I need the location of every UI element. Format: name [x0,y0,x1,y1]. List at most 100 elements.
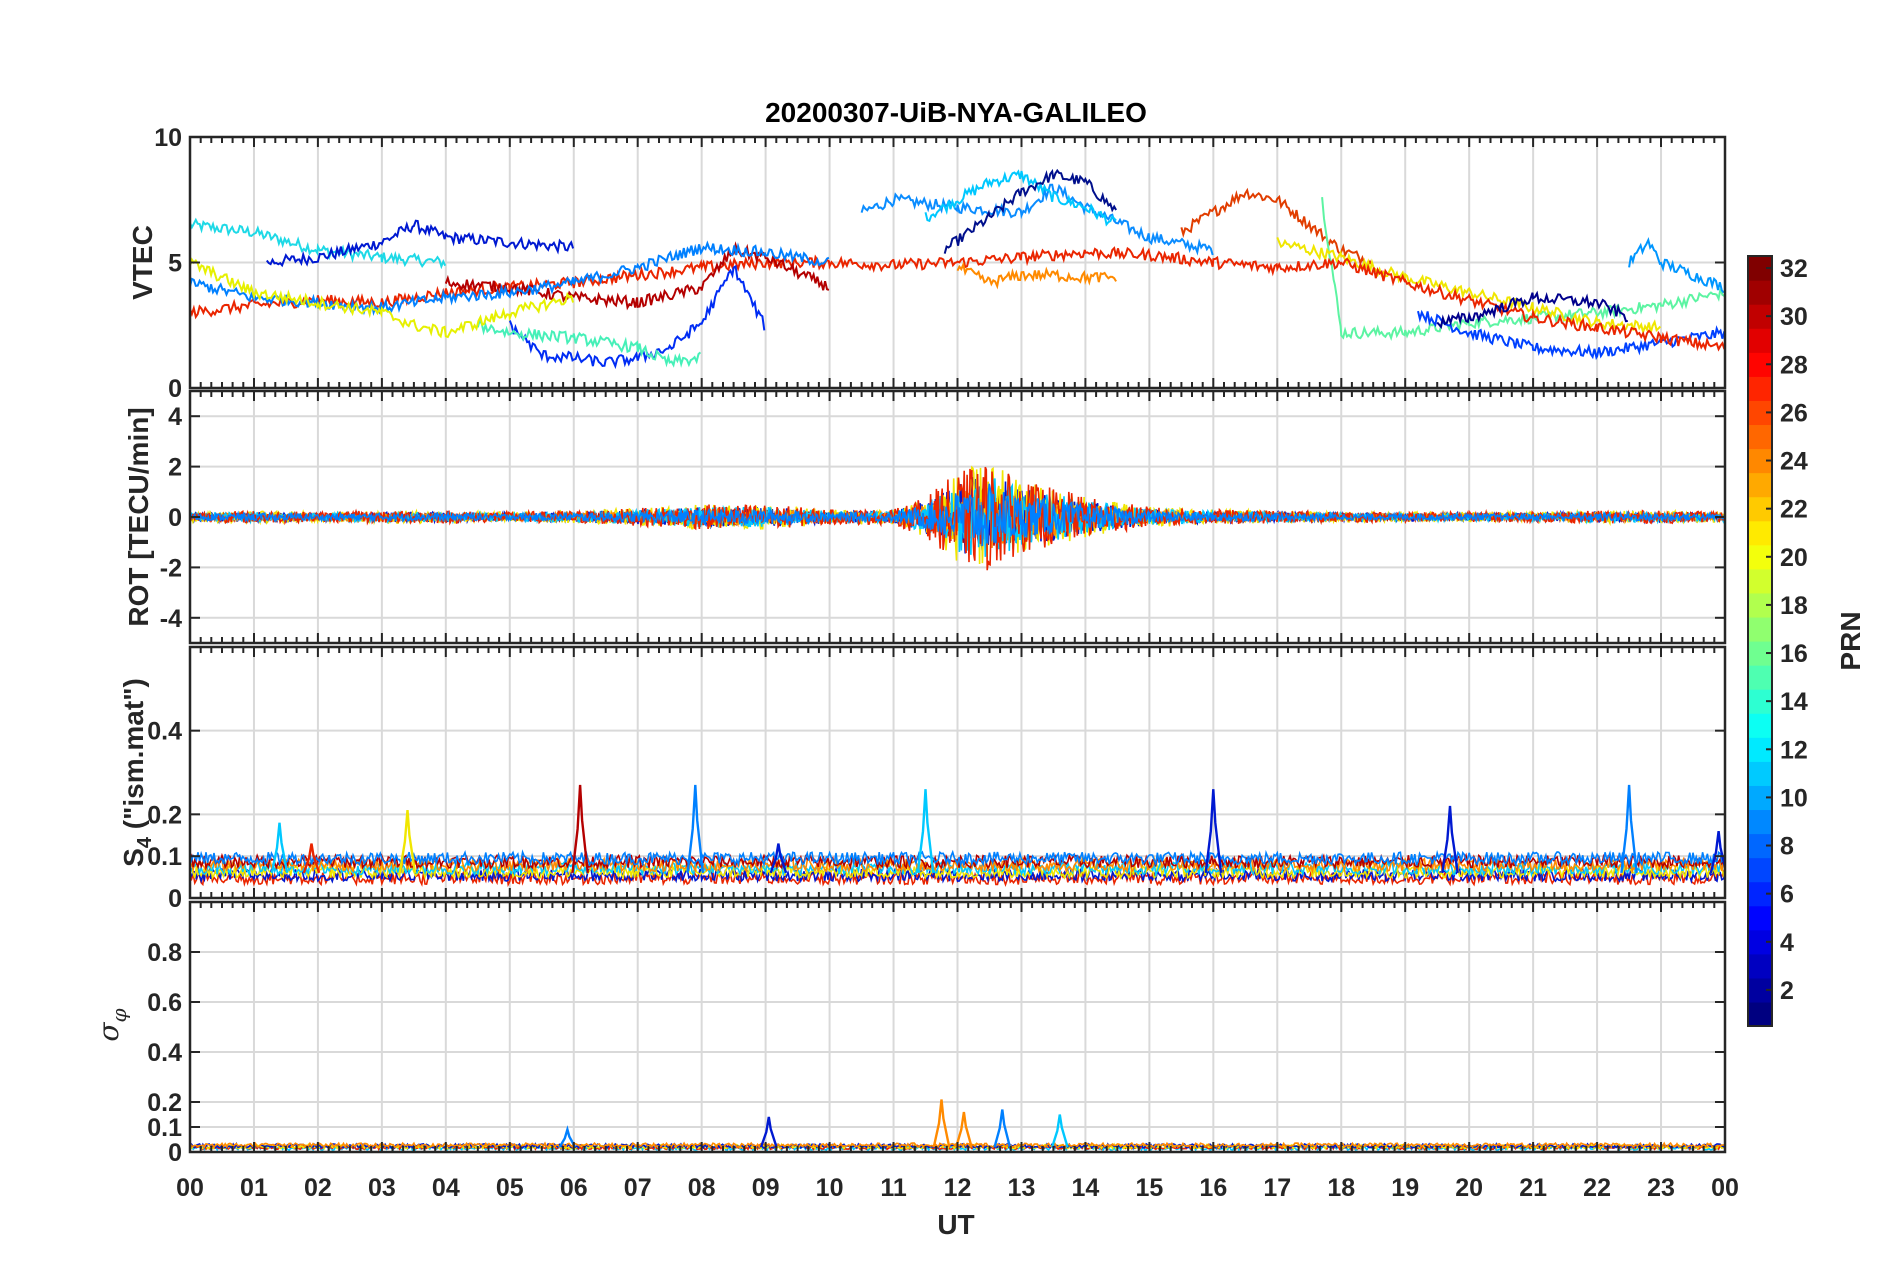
panel-vtec: 0 5 10 VTEC [127,124,1727,403]
x-tick-label: 11 [880,1174,907,1202]
colorbar-tick-label: 10 [1780,784,1808,812]
x-tick-label: 17 [1263,1174,1291,1202]
colorbar-segment [1748,713,1772,738]
colorbar-segment [1748,616,1772,642]
y-tick-label: 0.6 [147,989,182,1017]
x-minor-ticks [189,647,1726,898]
spike [270,822,289,874]
spike [558,1125,577,1148]
x-tick-label: 12 [944,1174,972,1202]
x-tick-label: 00 [176,1174,204,1202]
colorbar-tick-label: 18 [1780,592,1808,620]
colorbar-segment [1748,857,1772,883]
vtec-series-prn-1 [1436,290,1628,330]
colorbar-frame [1747,255,1773,1027]
x-tick-label: 13 [1008,1174,1036,1202]
colorbar-tick-label: 24 [1780,448,1808,476]
colorbar-tick-label: 12 [1780,736,1808,764]
vtec-series-prn-13 [190,217,447,270]
y-tick-label: 0.4 [147,718,182,746]
colorbar-tick-label: 16 [1780,640,1808,668]
colorbar-segment [1748,809,1772,835]
y-tick-label: 4 [168,403,182,431]
y-tick-label: 0 [168,885,182,913]
vtec-series-prn-2 [943,168,1117,254]
x-tick-label: 00 [1711,1174,1739,1202]
spike [1204,789,1223,874]
rot-series [190,483,1725,547]
colorbar-tick-label: 30 [1780,303,1808,331]
y-tick-label: 0 [168,1139,182,1167]
data-layer [190,168,1725,370]
x-minor-ticks [189,137,1726,388]
x-tick-label: 19 [1391,1174,1419,1202]
x-tick-label: 01 [240,1174,268,1202]
colorbar-segment [1748,376,1772,401]
x-tick-label: 23 [1647,1174,1675,1202]
y-tick-label: 0.8 [147,939,182,967]
colorbar-tick-label: 20 [1780,544,1808,572]
spike [302,843,321,874]
x-tick-label: 07 [624,1174,652,1202]
colorbar-segment [1748,1001,1772,1027]
vtec-series-prn-15 [476,318,702,368]
y-tick-label: 0.1 [147,843,182,871]
colorbar-segment [1748,665,1772,690]
vtec-series-prn-24 [956,261,1117,290]
colorbar-tick-label: 22 [1780,496,1808,524]
colorbar-tick-label: 26 [1780,399,1808,427]
y-axis-label: S4 ("ism.mat") [118,678,156,867]
spike [932,1099,951,1148]
vtec-series-prn-12 [924,169,1117,227]
colorbar-segment [1748,905,1772,931]
colorbar-tick-label: 2 [1780,977,1794,1005]
vtec-series-prn-3 [266,219,575,268]
colorbar-tick-label: 32 [1780,255,1808,283]
chart-title: 20200307-UiB-NYA-GALILEO [765,97,1147,128]
spike [759,1116,778,1148]
colorbar-tick-label: 6 [1780,881,1794,909]
y-axis-label: VTEC [127,225,158,300]
y-tick-label: 0 [168,504,182,532]
colorbar-segment [1748,280,1772,305]
vtec-series-prn-28 [190,246,1725,352]
y-tick-label: 2 [168,454,182,482]
x-tick-label: 10 [816,1174,844,1202]
x-tick-label: 06 [560,1174,588,1202]
spike [1620,784,1638,874]
x-tick-label: 18 [1327,1174,1355,1202]
x-minor-ticks [189,391,1726,643]
spike [769,843,788,874]
x-minor-ticks [189,902,1726,1152]
spike [686,784,705,874]
y-tick-label: 5 [168,250,182,278]
y-axis-label: ROT [TECU/min] [123,407,154,626]
y-tick-label: -2 [160,554,182,582]
colorbar-label: PRN [1835,611,1866,670]
spike [1441,805,1459,874]
vtec-series-prn-20 [1276,237,1662,336]
colorbar-segment [1748,328,1772,353]
colorbar-tick-label: 14 [1780,688,1808,716]
vtec-series-prn-5 [1417,309,1725,361]
spike [916,789,935,874]
x-tick-label: 20 [1455,1174,1483,1202]
series-baseline [190,849,1725,868]
y-tick-label: 0 [168,375,182,403]
colorbar-segment [1748,424,1772,450]
colorbar-segment [1748,953,1772,979]
colorbar-tick-label: 4 [1780,929,1794,957]
y-axis-label: σφ [92,1008,131,1041]
vtec-series-prn-19 [190,257,575,339]
x-tick-label: 05 [496,1174,524,1202]
spike [398,810,417,874]
colorbar-tick-label: 28 [1780,351,1808,379]
x-tick-label: 03 [368,1174,396,1202]
y-tick-label: -4 [160,605,182,633]
panel-s4: 0 0.1 0.2 0.4S4 ("ism.mat") [118,645,1727,913]
vtec-series-prn-4 [508,264,766,370]
x-tick-labels: 00 01 02 03 04 05 06 07 08 09 10 11 12 13 14 15 16 17 18 19… [176,1174,1739,1202]
y-tick-label: 0.2 [147,801,182,829]
